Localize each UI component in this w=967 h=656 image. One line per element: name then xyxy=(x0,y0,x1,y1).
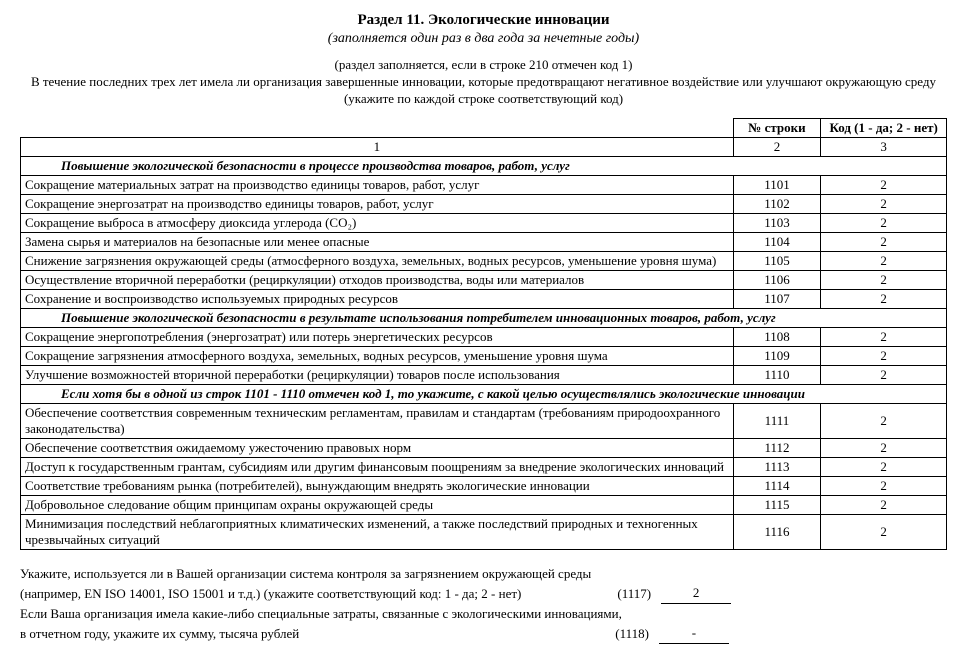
table-row: Обеспечение соответствия ожидаемому ужес… xyxy=(21,438,947,457)
table-row: Соответствие требованиям рынка (потребит… xyxy=(21,476,947,495)
table-row: Замена сырья и материалов на безопасные … xyxy=(21,232,947,251)
table-row: Обеспечение соответствия современным тех… xyxy=(21,403,947,438)
footer-q1-line1: Укажите, используется ли в Вашей организ… xyxy=(20,564,947,584)
table-row: Добровольное следование общим принципам … xyxy=(21,495,947,514)
header-code: Код (1 - да; 2 - нет) xyxy=(821,118,947,137)
section-heading-1: Повышение экологической безопасности в п… xyxy=(21,156,947,175)
table-row: Сокращение материальных затрат на произв… xyxy=(21,175,947,194)
header-row-1: № строки Код (1 - да; 2 - нет) xyxy=(21,118,947,137)
instruction-2: В течение последних трех лет имела ли ор… xyxy=(20,74,947,91)
instruction-3: (укажите по каждой строке соответствующи… xyxy=(20,91,947,108)
section-heading-2: Повышение экологической безопасности в р… xyxy=(21,308,947,327)
header-row-2: 1 2 3 xyxy=(21,137,947,156)
table-row: Улучшение возможностей вторичной перераб… xyxy=(21,365,947,384)
header-line-no: № строки xyxy=(733,118,821,137)
table-row: Сокращение выброса в атмосферу диоксида … xyxy=(21,213,947,232)
section-subtitle: (заполняется один раз в два года за нече… xyxy=(20,31,947,47)
col-index-1: 1 xyxy=(21,137,734,156)
section-heading-3: Если хотя бы в одной из строк 1101 - 111… xyxy=(21,384,947,403)
footer-q2-value: - xyxy=(659,623,729,644)
table-row: Осуществление вторичной переработки (рец… xyxy=(21,270,947,289)
table-row: Сохранение и воспроизводство используемы… xyxy=(21,289,947,308)
footer-q1-code: (1117) xyxy=(617,584,651,604)
table-row: Снижение загрязнения окружающей среды (а… xyxy=(21,251,947,270)
col-index-2: 2 xyxy=(733,137,821,156)
table-row: Сокращение энергозатрат на производство … xyxy=(21,194,947,213)
footer-q2-line1: Если Ваша организация имела какие-либо с… xyxy=(20,604,947,624)
footer-q1-value: 2 xyxy=(661,583,731,604)
eco-innovation-table: № строки Код (1 - да; 2 - нет) 1 2 3 Пов… xyxy=(20,118,947,550)
table-row: Сокращение энергопотребления (энергозатр… xyxy=(21,327,947,346)
table-row: Минимизация последствий неблагоприятных … xyxy=(21,514,947,549)
table-row: Доступ к государственным грантам, субсид… xyxy=(21,457,947,476)
footer-q2-line2: в отчетном году, укажите их сумму, тысяч… xyxy=(20,624,299,644)
footer-q1-line2: (например, EN ISO 14001, ISO 15001 и т.д… xyxy=(20,584,521,604)
table-row: Сокращение загрязнения атмосферного возд… xyxy=(21,346,947,365)
footer-q2-code: (1118) xyxy=(615,624,649,644)
footer-block: Укажите, используется ли в Вашей организ… xyxy=(20,564,947,644)
section-title: Раздел 11. Экологические инновации xyxy=(20,12,947,29)
instruction-1: (раздел заполняется, если в строке 210 о… xyxy=(20,57,947,74)
col-index-3: 3 xyxy=(821,137,947,156)
